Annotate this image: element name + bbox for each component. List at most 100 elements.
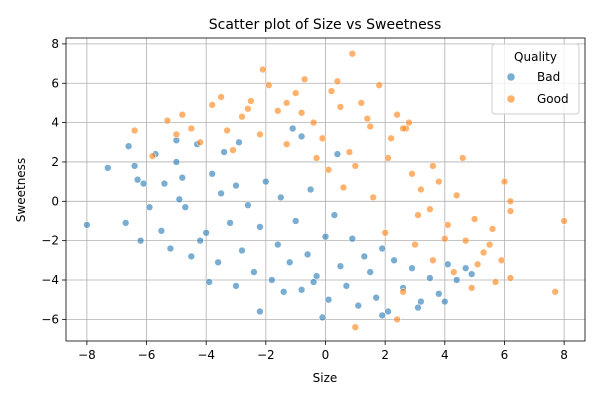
data-point-good — [426, 205, 434, 213]
data-point-bad — [303, 250, 312, 259]
data-point-bad — [157, 227, 166, 235]
data-point-good — [459, 154, 467, 162]
y-tick-label: −6 — [41, 312, 59, 326]
data-point-good — [357, 99, 365, 107]
y-axis-label: Sweetness — [14, 158, 28, 222]
data-point-good — [300, 75, 309, 83]
x-tick-label: 2 — [381, 348, 389, 362]
legend-label-bad: Bad — [537, 70, 560, 84]
data-point-good — [399, 124, 407, 133]
data-point-bad — [321, 233, 330, 241]
data-point-bad — [348, 235, 356, 243]
data-point-good — [497, 256, 506, 264]
data-point-bad — [378, 244, 386, 253]
data-point-bad — [256, 307, 264, 316]
data-point-good — [453, 191, 461, 200]
x-axis-label: Size — [313, 371, 338, 385]
data-point-good — [265, 81, 273, 89]
data-point-good — [500, 177, 509, 186]
data-point-bad — [202, 229, 210, 237]
data-point-bad — [268, 276, 276, 284]
data-point-bad — [122, 219, 130, 227]
data-point-good — [223, 126, 231, 135]
data-point-good — [387, 134, 395, 142]
data-point-good — [441, 235, 449, 243]
series-good — [130, 50, 568, 331]
data-point-good — [238, 113, 246, 121]
data-point-bad — [435, 290, 443, 298]
data-point-good — [247, 97, 255, 105]
data-point-bad — [342, 282, 351, 290]
data-point-good — [318, 134, 327, 142]
data-point-good — [244, 105, 252, 113]
data-point-bad — [336, 262, 345, 270]
data-point-bad — [160, 179, 169, 188]
data-point-bad — [414, 303, 422, 312]
data-point-bad — [330, 211, 339, 219]
data-point-good — [148, 152, 157, 160]
data-point-good — [506, 197, 515, 205]
data-point-good — [172, 130, 181, 139]
data-point-bad — [378, 311, 386, 320]
y-tick-label: 0 — [51, 194, 59, 208]
x-tick-label: −8 — [78, 348, 96, 362]
data-point-good — [259, 65, 267, 74]
x-tick-label: 4 — [441, 348, 449, 362]
data-point-good — [208, 101, 216, 109]
data-point-good — [399, 288, 407, 296]
data-point-bad — [354, 301, 362, 310]
data-point-bad — [139, 179, 148, 188]
data-point-bad — [441, 297, 449, 306]
y-tick-label: 6 — [51, 76, 59, 90]
data-point-bad — [232, 282, 240, 290]
data-point-bad — [196, 237, 204, 245]
data-point-good — [408, 170, 416, 178]
data-point-good — [393, 111, 401, 119]
data-point-bad — [372, 294, 380, 302]
data-point-good — [444, 221, 452, 229]
x-tick-label: 8 — [560, 348, 568, 362]
data-point-good — [462, 237, 470, 245]
data-point-good — [309, 118, 318, 127]
legend-marker-good — [506, 94, 516, 104]
data-point-bad — [324, 296, 333, 304]
data-point-good — [256, 130, 264, 139]
data-point-bad — [292, 217, 300, 225]
data-point-bad — [250, 268, 258, 276]
data-point-bad — [130, 162, 139, 170]
data-point-good — [468, 284, 476, 292]
data-point-good — [339, 183, 348, 192]
data-point-good — [491, 278, 500, 286]
data-point-good — [348, 50, 356, 58]
data-point-good — [417, 185, 425, 194]
data-point-good — [506, 274, 515, 282]
data-point-good — [363, 115, 371, 123]
data-point-good — [366, 122, 374, 131]
data-point-bad — [390, 256, 398, 264]
data-point-bad — [417, 297, 425, 306]
data-point-good — [163, 116, 172, 125]
data-point-good — [435, 177, 443, 186]
data-point-good — [187, 124, 195, 133]
data-point-bad — [274, 240, 282, 249]
data-point-good — [450, 268, 458, 276]
data-point-bad — [175, 195, 183, 203]
x-tick-label: 6 — [501, 348, 509, 362]
data-point-good — [351, 162, 359, 170]
data-point-good — [345, 148, 354, 156]
data-point-good — [375, 81, 383, 89]
data-point-bad — [468, 270, 476, 278]
data-point-bad — [205, 278, 213, 286]
data-point-bad — [124, 142, 133, 150]
data-point-bad — [226, 219, 234, 227]
data-point-bad — [408, 264, 416, 272]
data-point-bad — [289, 124, 297, 133]
data-point-bad — [462, 264, 470, 272]
data-point-good — [336, 103, 345, 111]
data-point-good — [470, 215, 479, 223]
data-point-bad — [256, 223, 264, 231]
data-point-good — [393, 315, 401, 324]
data-point-good — [551, 288, 559, 296]
data-point-good — [381, 229, 389, 237]
data-point-bad — [312, 272, 321, 280]
